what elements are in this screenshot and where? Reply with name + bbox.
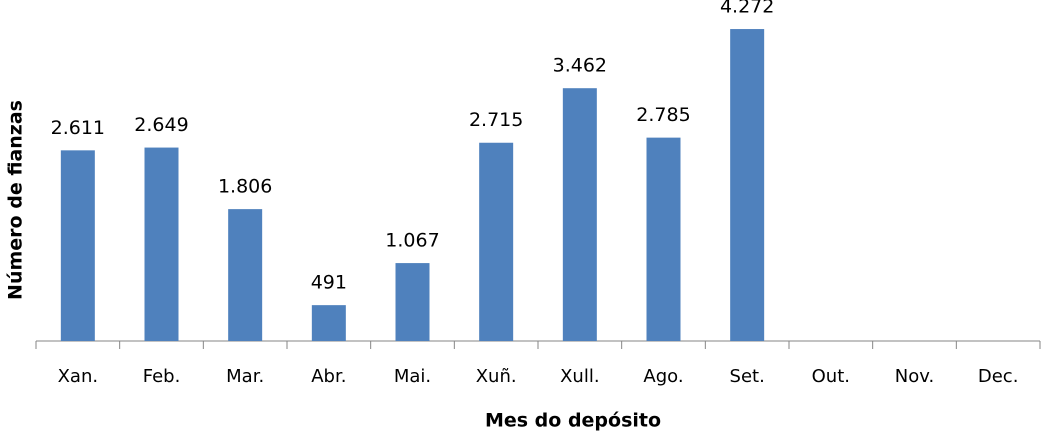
x-tick-label: Nov.	[895, 366, 934, 387]
bar	[228, 209, 263, 341]
x-axis-title: Mes do depósito	[485, 410, 661, 432]
bar	[60, 150, 95, 341]
value-label: 1.067	[385, 230, 439, 252]
value-label: 3.462	[553, 55, 607, 77]
value-label: 4.272	[720, 0, 774, 18]
x-tick-label: Xan.	[58, 366, 99, 387]
x-tick-label: Feb.	[143, 366, 181, 387]
y-axis-title: Número de fianzas	[5, 100, 27, 300]
value-label: 491	[311, 272, 347, 294]
bar	[144, 147, 179, 341]
value-label: 2.611	[51, 117, 105, 139]
x-tick-label: Mai.	[394, 366, 431, 387]
x-tick-label: Ago.	[643, 366, 683, 387]
value-label: 2.785	[636, 104, 690, 126]
value-label: 2.649	[134, 114, 188, 136]
bar	[395, 263, 430, 341]
x-tick-label: Set.	[730, 366, 765, 387]
x-tick-label: Out.	[812, 366, 850, 387]
x-tick-label: Abr.	[311, 366, 346, 387]
bar	[646, 137, 681, 341]
value-label: 1.806	[218, 176, 272, 198]
x-tick-label: Xull.	[560, 366, 599, 387]
value-label: 2.715	[469, 109, 523, 131]
bar	[730, 29, 765, 341]
bar	[479, 142, 514, 341]
x-tick-label: Xuñ.	[476, 366, 517, 387]
bar	[562, 88, 597, 341]
x-tick-label: Mar.	[226, 366, 264, 387]
x-tick-label: Dec.	[978, 366, 1019, 387]
bar	[311, 305, 346, 341]
